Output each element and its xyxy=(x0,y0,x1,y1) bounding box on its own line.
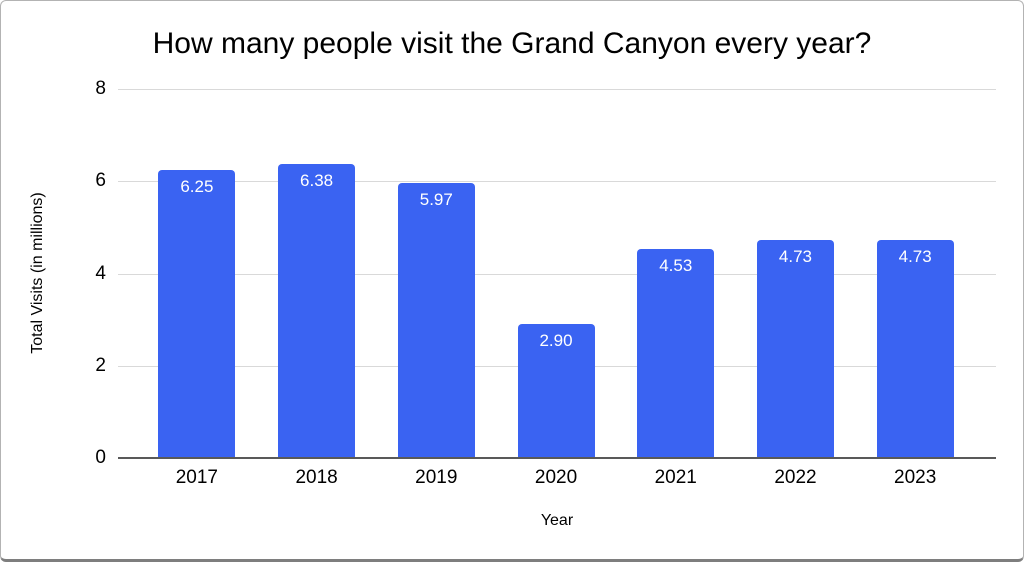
bar-data-label: 5.97 xyxy=(419,189,453,209)
bar-data-label: 6.38 xyxy=(300,170,334,190)
bar-data-label: 4.73 xyxy=(778,246,812,266)
bar-2017: 6.25 xyxy=(158,169,236,458)
y-tick-label: 8 xyxy=(95,78,106,99)
bar-band: 4.53 xyxy=(616,89,736,458)
x-tick-label: 2022 xyxy=(774,467,817,488)
y-tick-label: 4 xyxy=(95,262,106,284)
bar-2019: 5.97 xyxy=(397,182,475,458)
x-tick-label: 2017 xyxy=(175,467,218,488)
bar-data-label: 6.25 xyxy=(180,176,214,196)
bar-band: 6.25 xyxy=(137,89,257,458)
bar-2018: 6.38 xyxy=(278,163,356,458)
x-axis-line xyxy=(118,457,996,459)
x-tick-label: 2021 xyxy=(654,467,697,488)
gridline xyxy=(118,89,996,90)
x-tick-label: 2023 xyxy=(894,467,937,488)
x-tick-label: 2018 xyxy=(295,467,338,488)
y-tick-label: 2 xyxy=(95,354,106,376)
chart-title: How many people visit the Grand Canyon e… xyxy=(152,27,872,60)
bars-area: 6.25 6.38 5.97 2.90 4.53 4.73 4.73 xyxy=(137,89,975,458)
gridline xyxy=(118,181,996,183)
y-tick-label: 0 xyxy=(95,447,106,468)
bar-band: 4.73 xyxy=(736,89,856,458)
bar-2022: 4.73 xyxy=(756,239,834,458)
x-axis-ticks: 2017 2018 2019 2020 2021 2022 2023 xyxy=(137,467,975,489)
bar-band: 2.90 xyxy=(496,89,616,458)
y-axis-title: Total Visits (in millions) xyxy=(29,192,46,354)
bar-2023: 4.73 xyxy=(876,239,954,458)
y-tick-label: 6 xyxy=(95,170,106,192)
x-tick-label: 2020 xyxy=(534,467,578,488)
bar-band: 5.97 xyxy=(376,89,496,458)
bar-data-label: 2.90 xyxy=(539,331,573,351)
bar-band: 4.73 xyxy=(855,89,975,458)
bar-band: 6.38 xyxy=(257,89,377,458)
plot-area: 6.25 6.38 5.97 2.90 4.53 4.73 4.73 xyxy=(118,89,996,459)
x-tick-label: 2019 xyxy=(415,467,458,488)
bar-2020: 2.90 xyxy=(517,324,595,458)
x-axis-title: Year xyxy=(540,512,574,529)
bar-data-label: 4.53 xyxy=(659,256,693,276)
bar-data-label: 4.73 xyxy=(898,246,932,266)
gridline xyxy=(118,273,996,275)
bar-2021: 4.53 xyxy=(637,249,715,458)
